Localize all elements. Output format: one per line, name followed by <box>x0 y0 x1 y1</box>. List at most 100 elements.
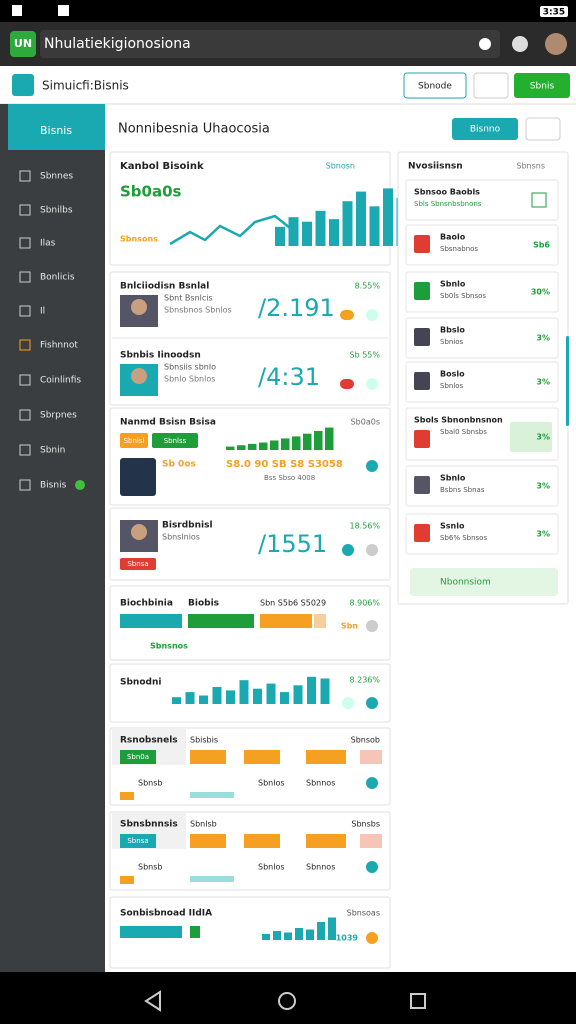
address-field[interactable] <box>40 30 500 58</box>
label: Bnlciiodisn Bsnlal <box>120 282 209 292</box>
segment <box>244 834 280 848</box>
search-icon <box>479 38 491 50</box>
list-item[interactable] <box>405 271 559 313</box>
icon-button[interactable] <box>525 117 561 141</box>
device-icon <box>120 458 156 496</box>
nav-item[interactable]: Bonlicis <box>40 273 75 283</box>
label: Sbnsiis sbnlo <box>164 363 216 372</box>
label: Nanmd Bsisn Bsisa <box>120 418 216 428</box>
battery <box>540 6 568 17</box>
item-icon <box>414 524 430 542</box>
list-item[interactable] <box>405 317 559 359</box>
label[interactable]: Sbnis <box>530 82 555 92</box>
nav-item[interactable]: Il <box>40 307 45 317</box>
badge <box>340 379 354 389</box>
list-item[interactable] <box>405 513 559 555</box>
label: Baolo <box>440 233 466 242</box>
label[interactable]: Nbonnsiom <box>440 578 491 588</box>
segment <box>120 926 182 938</box>
label: Biochbinia <box>120 599 173 609</box>
nav-item[interactable]: Sbnilbs <box>40 206 73 216</box>
bar <box>369 206 380 246</box>
segment <box>190 926 200 938</box>
nav-item[interactable]: Sbnin <box>40 446 65 456</box>
nav-item[interactable]: Sbrpnes <box>40 411 77 421</box>
status-dot <box>366 861 378 873</box>
status-dot <box>366 309 378 321</box>
filter[interactable]: Sbnsns <box>516 162 545 171</box>
app-logo <box>10 31 36 57</box>
label: Sbnsb <box>138 779 162 788</box>
bar <box>172 697 181 704</box>
label: Sbsnabnos <box>440 245 478 253</box>
card <box>109 896 391 969</box>
primary-button[interactable] <box>514 73 570 98</box>
segment <box>314 614 326 628</box>
nav-item[interactable]: Sbnnes <box>40 172 73 182</box>
sidebar-active[interactable] <box>8 104 105 150</box>
clock: 3:35 <box>543 8 565 18</box>
label: Sbnsnos <box>150 642 188 651</box>
face <box>131 524 147 540</box>
bar <box>306 929 314 940</box>
bar <box>226 446 235 450</box>
nav-recent[interactable] <box>410 993 426 1009</box>
label: Rsnobsnels <box>120 736 178 746</box>
nav-item[interactable]: Bisnis <box>40 481 67 491</box>
checkbox <box>531 192 547 208</box>
icon-button[interactable] <box>473 72 509 99</box>
panel-footer[interactable] <box>410 568 558 596</box>
list-item[interactable] <box>405 179 559 221</box>
progress <box>190 792 234 798</box>
label: 3% <box>536 530 550 539</box>
item-icon <box>414 235 430 253</box>
nav-item[interactable]: Fishnnot <box>40 341 78 351</box>
header-title: Simuicfi:Bisnis <box>42 79 129 93</box>
logo-text: UN <box>14 37 32 50</box>
label: Boslo <box>440 370 465 379</box>
tag <box>120 834 156 848</box>
bar <box>270 440 279 450</box>
segment <box>260 614 312 628</box>
segment <box>244 750 280 764</box>
label[interactable]: Bisnno <box>470 125 501 135</box>
label: Sbisbis <box>190 736 218 745</box>
bar <box>262 934 270 940</box>
label: Sbn S5b6 S5029 <box>260 599 326 608</box>
segment <box>306 834 346 848</box>
bar <box>212 687 222 704</box>
label[interactable]: Sbnode <box>418 82 452 92</box>
trend-line <box>169 214 291 246</box>
bar <box>280 692 289 704</box>
nav-item[interactable]: Ilas <box>40 239 56 249</box>
label: Sbn <box>341 622 358 631</box>
label: Sbnnos <box>306 779 335 788</box>
bar <box>239 680 249 704</box>
label: Sbnsbnos Sbnlos <box>164 306 232 315</box>
label: Sbnbis Iinoodsn <box>120 351 201 361</box>
label: Sbnslnios <box>162 533 200 542</box>
nav-home[interactable] <box>278 992 296 1010</box>
filter[interactable]: Sbnosn <box>326 162 355 171</box>
label: Bisrdbnisl <box>162 521 213 531</box>
bar <box>295 928 303 940</box>
label: Sbnlos <box>258 863 285 872</box>
list-item[interactable] <box>405 224 559 266</box>
label: Ssnlo <box>440 522 465 531</box>
kpi-value: Sb0a0s <box>120 183 182 201</box>
nav-item[interactable]: Coinlinfis <box>40 376 81 386</box>
main-button[interactable] <box>452 118 518 140</box>
label: Sbnlss <box>164 437 187 445</box>
list-item[interactable] <box>405 361 559 403</box>
outline-button[interactable] <box>403 72 467 99</box>
label: Bbslo <box>440 326 465 335</box>
label: Sbnlo <box>440 474 466 483</box>
label: Bss Sbso 4008 <box>264 474 315 482</box>
label: Sbnt Bsnlcis <box>164 294 213 303</box>
nav-item[interactable]: Bisnis <box>40 124 72 137</box>
bar <box>325 427 334 450</box>
list-item[interactable] <box>405 465 559 507</box>
label: Sbnlo <box>440 280 466 289</box>
label: 8.906% <box>349 599 380 608</box>
nav-back[interactable] <box>144 990 161 1012</box>
